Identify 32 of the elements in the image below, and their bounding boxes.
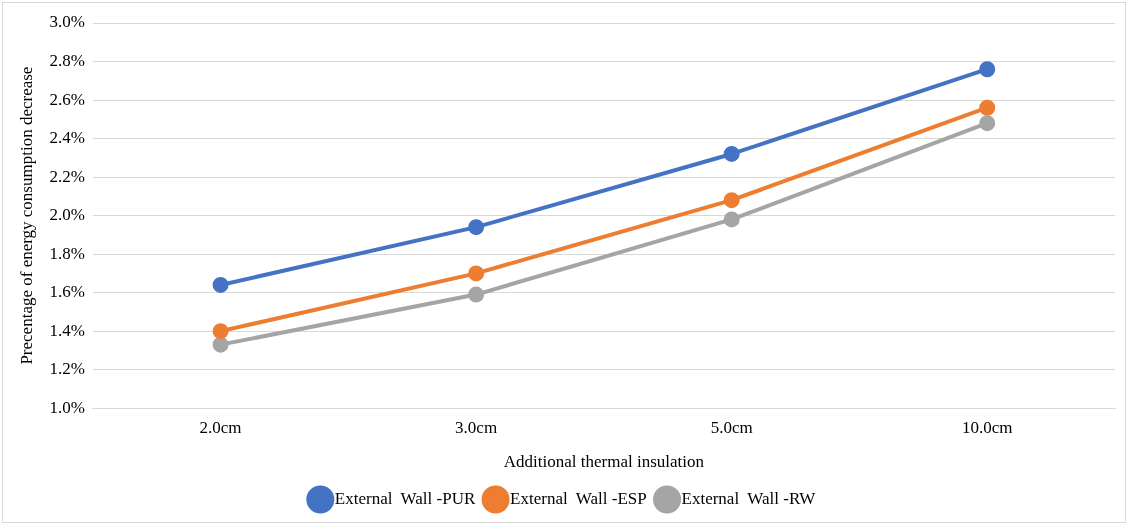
- y-tick-label: 1.2%: [49, 359, 85, 379]
- point: [212, 336, 229, 353]
- x-axis-title: Additional thermal insulation: [503, 452, 705, 472]
- point: [468, 219, 485, 236]
- y-tick-label: 2.8%: [49, 50, 85, 70]
- y-tick-label: 2.2%: [49, 166, 85, 186]
- y-tick-label: 2.4%: [49, 128, 85, 148]
- y-tick-label: 1.4%: [49, 320, 85, 340]
- point: [979, 115, 996, 132]
- y-tick-label: 2.6%: [49, 89, 85, 109]
- x-tick-label: 5.0cm: [710, 417, 753, 437]
- point: [212, 323, 229, 340]
- legend-label: External Wall -RW: [681, 488, 817, 508]
- point: [468, 265, 485, 282]
- point: [723, 211, 740, 228]
- y-tick-label: 1.8%: [49, 243, 85, 263]
- point: [723, 145, 740, 162]
- y-tick-label: 1.0%: [49, 397, 85, 417]
- y-axis-title: Precentage of energy consumption decrease: [16, 66, 36, 365]
- x-tick-label: 10.0cm: [961, 417, 1013, 437]
- y-tick-label: 3.0%: [49, 12, 85, 32]
- y-tick-label: 1.6%: [49, 282, 85, 302]
- point: [468, 286, 485, 303]
- point: [723, 192, 740, 209]
- point: [979, 61, 996, 78]
- legend-label: External Wall -ESP: [510, 488, 647, 508]
- y-tick-label: 2.0%: [49, 205, 85, 225]
- point: [979, 99, 996, 116]
- legend-label: External Wall -PUR: [334, 488, 476, 508]
- point: [212, 276, 229, 293]
- x-tick-label: 2.0cm: [199, 417, 242, 437]
- x-tick-label: 3.0cm: [455, 417, 498, 437]
